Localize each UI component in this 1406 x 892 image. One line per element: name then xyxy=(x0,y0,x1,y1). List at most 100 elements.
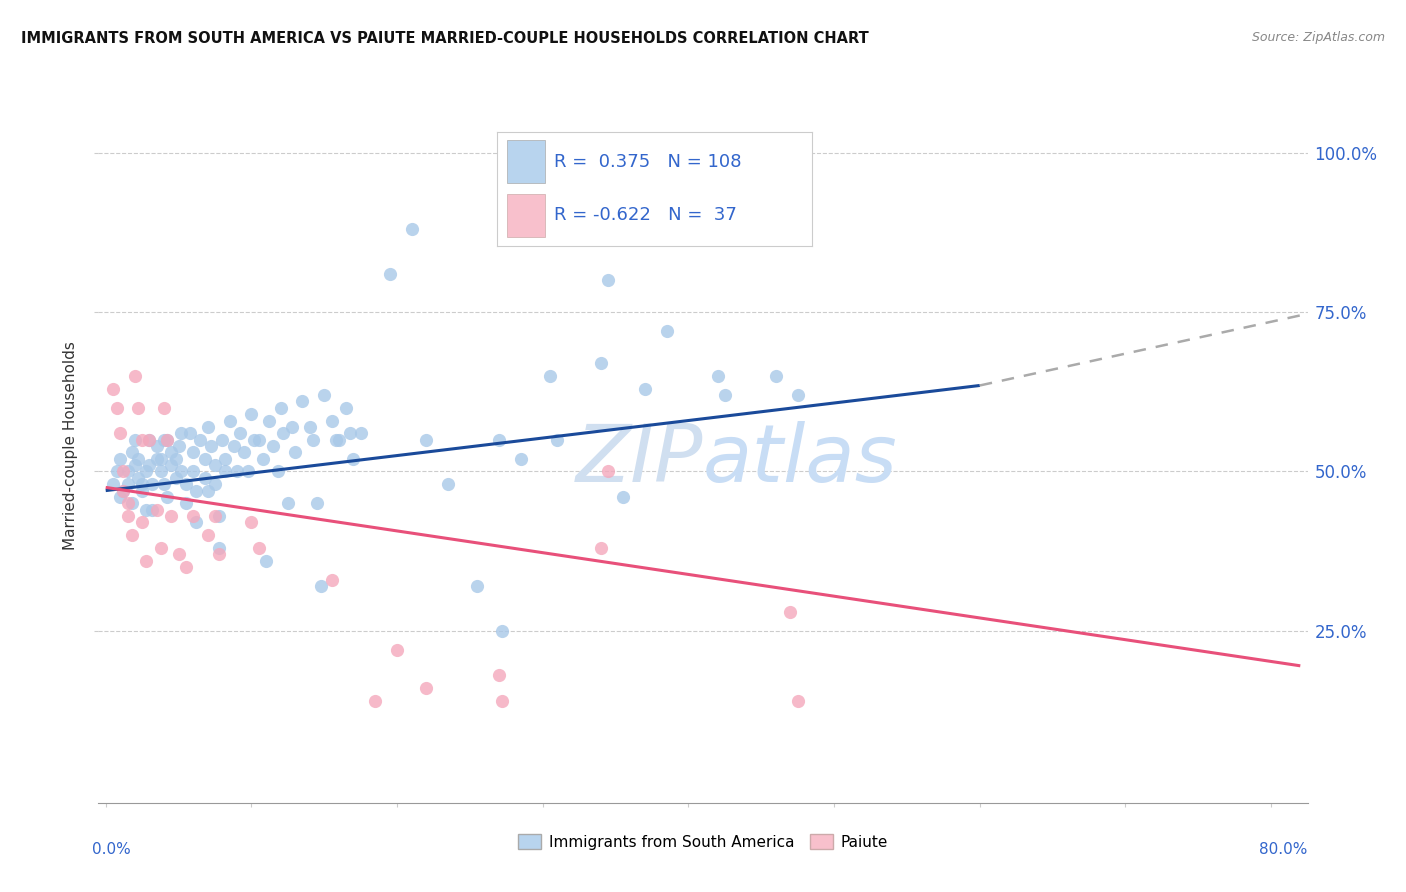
Point xyxy=(314,388,336,402)
Point xyxy=(252,451,274,466)
Point xyxy=(598,465,620,479)
Point xyxy=(273,426,295,441)
Point xyxy=(160,458,183,472)
Point xyxy=(240,407,263,421)
Point xyxy=(141,502,163,516)
Point xyxy=(301,433,323,447)
Point xyxy=(321,413,343,427)
Point xyxy=(335,401,357,415)
Point xyxy=(174,560,197,574)
Point xyxy=(204,477,226,491)
Point xyxy=(488,433,510,447)
Point xyxy=(117,496,139,510)
Text: R =  0.375   N = 108: R = 0.375 N = 108 xyxy=(554,153,741,170)
Point xyxy=(150,465,173,479)
Point xyxy=(222,439,245,453)
Point xyxy=(138,458,160,472)
Point xyxy=(238,465,260,479)
Point xyxy=(364,694,387,708)
Point xyxy=(174,477,197,491)
Point xyxy=(491,624,513,638)
Point xyxy=(385,643,408,657)
Text: IMMIGRANTS FROM SOUTH AMERICA VS PAIUTE MARRIED-COUPLE HOUSEHOLDS CORRELATION CH: IMMIGRANTS FROM SOUTH AMERICA VS PAIUTE … xyxy=(21,31,869,46)
Point xyxy=(150,541,173,555)
Point xyxy=(491,694,513,708)
Point xyxy=(124,368,146,383)
Text: 0.0%: 0.0% xyxy=(93,842,131,857)
Point xyxy=(247,541,270,555)
Point xyxy=(131,433,153,447)
Point xyxy=(170,465,193,479)
Point xyxy=(589,541,612,555)
Point xyxy=(247,433,270,447)
Point xyxy=(174,496,197,510)
Point xyxy=(156,433,179,447)
Text: atlas: atlas xyxy=(703,421,898,500)
Point xyxy=(415,433,437,447)
Point xyxy=(110,426,132,441)
Point xyxy=(350,426,373,441)
Point xyxy=(181,445,204,459)
Point xyxy=(208,547,231,561)
Point xyxy=(233,445,256,459)
Point xyxy=(160,445,183,459)
Point xyxy=(214,465,236,479)
Point xyxy=(786,388,808,402)
Point xyxy=(305,496,328,510)
Bar xyxy=(508,140,544,184)
Y-axis label: Married-couple Households: Married-couple Households xyxy=(63,342,79,550)
Point xyxy=(538,368,561,383)
Point xyxy=(112,465,135,479)
Point xyxy=(225,465,247,479)
Point xyxy=(254,554,277,568)
Point xyxy=(706,368,728,383)
Text: R = -0.622   N =  37: R = -0.622 N = 37 xyxy=(554,206,737,225)
Point xyxy=(465,579,488,593)
Point xyxy=(204,458,226,472)
Point xyxy=(779,605,801,619)
Point xyxy=(208,509,231,524)
Point xyxy=(415,681,437,695)
Point xyxy=(165,451,187,466)
Point xyxy=(262,439,284,453)
Point xyxy=(589,356,612,370)
Point xyxy=(124,458,146,472)
Point xyxy=(214,451,236,466)
Point xyxy=(401,222,423,236)
Point xyxy=(270,401,292,415)
Point xyxy=(634,382,657,396)
Point xyxy=(291,394,314,409)
Point xyxy=(179,426,201,441)
Point xyxy=(786,694,808,708)
Point xyxy=(284,445,307,459)
Point xyxy=(240,516,263,530)
Point xyxy=(325,433,347,447)
Point xyxy=(184,516,207,530)
Point xyxy=(229,426,252,441)
Point xyxy=(117,477,139,491)
Point xyxy=(117,465,139,479)
Point xyxy=(342,451,364,466)
Legend: Immigrants from South America, Paiute: Immigrants from South America, Paiute xyxy=(512,828,894,855)
Point xyxy=(112,483,135,498)
Point xyxy=(181,509,204,524)
Point xyxy=(243,433,266,447)
Point xyxy=(131,516,153,530)
Point xyxy=(321,573,343,587)
Point xyxy=(298,420,321,434)
Point xyxy=(101,382,124,396)
Text: Source: ZipAtlas.com: Source: ZipAtlas.com xyxy=(1251,31,1385,45)
Point xyxy=(153,477,176,491)
Bar xyxy=(508,194,544,237)
Point xyxy=(160,509,183,524)
Point xyxy=(112,483,135,498)
Point xyxy=(153,433,176,447)
Point xyxy=(138,433,160,447)
Point xyxy=(127,451,149,466)
Point xyxy=(218,413,240,427)
Text: ZIP: ZIP xyxy=(575,421,703,500)
Point xyxy=(110,490,132,504)
Point xyxy=(145,439,167,453)
Point xyxy=(101,477,124,491)
Point xyxy=(153,401,176,415)
